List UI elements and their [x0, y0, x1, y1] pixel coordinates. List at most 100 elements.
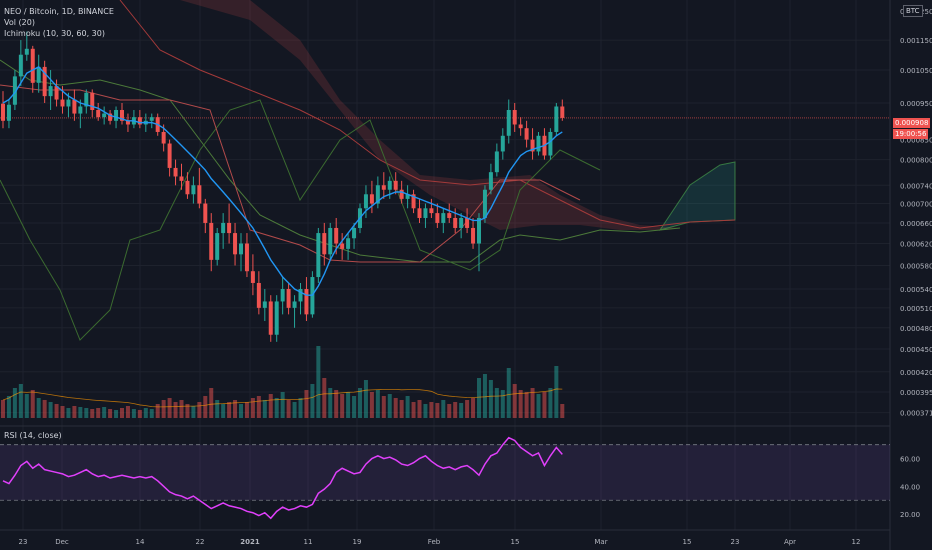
- price-tick-label: 0.000450: [900, 346, 932, 354]
- candle-body: [292, 301, 297, 308]
- candle-body: [340, 243, 345, 249]
- candle-body: [346, 238, 351, 249]
- volume-bar: [42, 400, 47, 418]
- volume-bar: [459, 403, 464, 418]
- candle-body: [203, 203, 208, 223]
- volume-bar: [268, 394, 273, 418]
- rsi-panel: [0, 436, 890, 520]
- candle-body: [274, 301, 279, 335]
- candle-body: [54, 86, 59, 100]
- volume-bar: [102, 407, 107, 418]
- candle-body: [120, 110, 124, 121]
- volume-bar: [536, 394, 541, 418]
- volume-bar: [108, 409, 113, 418]
- volume-bar: [387, 394, 392, 418]
- volume-bar: [328, 388, 333, 418]
- volume-bar: [60, 406, 65, 418]
- candle-body: [233, 233, 238, 255]
- candle-body: [221, 222, 226, 234]
- candle-body: [90, 92, 95, 111]
- volume-bar: [286, 400, 291, 418]
- candle-body: [441, 213, 446, 223]
- volume-bar: [1, 400, 5, 418]
- volume-bar: [435, 403, 440, 418]
- volume-bar: [518, 390, 523, 418]
- symbol-legend: NEO / Bitcoin, 1D, BINANCE Vol (20) Ichi…: [4, 6, 114, 39]
- volume-bar: [66, 408, 71, 418]
- volume-bar: [346, 392, 351, 418]
- currency-badge[interactable]: BTC: [903, 5, 923, 17]
- candle-body: [500, 135, 505, 152]
- time-tick-label: 23: [731, 538, 740, 546]
- volume-bar: [185, 404, 190, 418]
- candle-body: [363, 194, 368, 209]
- time-tick-label: 14: [136, 538, 145, 546]
- price-tick-label: 0.000620: [900, 241, 932, 249]
- volume-bar: [221, 404, 226, 418]
- candle-body: [506, 110, 511, 136]
- candle-body: [286, 289, 291, 308]
- candle-body: [560, 106, 565, 118]
- volume-bar: [78, 407, 83, 418]
- volume-bar: [96, 408, 101, 418]
- volume-bar: [167, 398, 172, 418]
- volume-bar: [429, 402, 434, 418]
- candle-body: [423, 208, 428, 218]
- volume-legend: Vol (20): [4, 18, 35, 27]
- volume-bar: [120, 408, 124, 418]
- volume-bar: [244, 402, 249, 418]
- candle-body: [42, 66, 47, 97]
- volume-bar: [298, 398, 303, 418]
- candle-body: [429, 208, 434, 214]
- ma-line: [2, 66, 563, 296]
- senkou-b-line: [119, 0, 736, 229]
- candles: [1, 31, 565, 342]
- candle-body: [48, 86, 53, 97]
- candle-body: [36, 66, 41, 83]
- volume-bar: [274, 398, 279, 418]
- candle-body: [536, 135, 541, 152]
- volume-bar: [114, 410, 119, 418]
- price-tick-label: 0.000660: [900, 220, 932, 228]
- volume-bar: [530, 388, 535, 418]
- candle-body: [482, 189, 487, 218]
- volume-bar: [477, 378, 481, 418]
- volume-bar: [209, 388, 214, 418]
- time-tick-label: 2021: [240, 538, 260, 546]
- candle-body: [108, 113, 113, 121]
- candle-body: [209, 222, 214, 260]
- candle-body: [554, 106, 559, 132]
- candle-body: [494, 151, 499, 173]
- volume-bar: [352, 396, 357, 418]
- volume-bar: [197, 402, 202, 418]
- candle-body: [1, 103, 5, 121]
- candle-body: [24, 48, 29, 55]
- candle-body: [149, 117, 154, 121]
- candle-body: [530, 139, 535, 152]
- volume-bar: [30, 390, 35, 418]
- candle-body: [262, 301, 267, 308]
- volume-bar: [48, 402, 53, 418]
- volume-bars: [1, 346, 565, 418]
- last-price-badge: 0.000908: [893, 118, 931, 128]
- volume-bar: [179, 400, 184, 418]
- price-tick-label: 0.000950: [900, 100, 932, 108]
- volume-bar: [482, 374, 487, 418]
- volume-bar: [18, 384, 23, 418]
- candle-body: [60, 99, 65, 107]
- symbol-title: NEO / Bitcoin, 1D, BINANCE: [4, 7, 114, 16]
- volume-bar: [506, 368, 511, 418]
- candle-body: [387, 180, 392, 190]
- price-tick-label: 0.000371: [900, 410, 932, 418]
- candle-body: [161, 131, 166, 144]
- candle-body: [512, 110, 517, 125]
- time-tick-label: 23: [19, 538, 28, 546]
- time-tick-label: 19: [353, 538, 362, 546]
- volume-bar: [191, 406, 196, 418]
- candle-body: [125, 120, 130, 125]
- candle-body: [399, 189, 404, 199]
- candle-body: [417, 208, 422, 218]
- volume-bar: [560, 404, 565, 418]
